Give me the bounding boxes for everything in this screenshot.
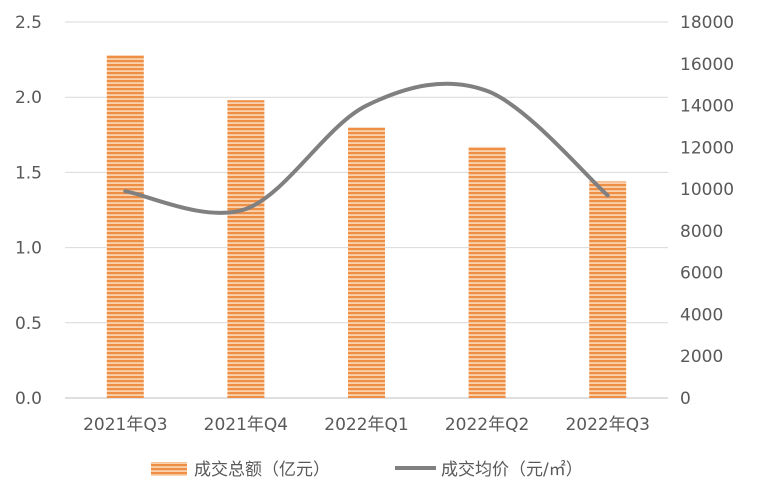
category-label: 2021年Q3	[83, 415, 167, 435]
bar	[589, 181, 627, 398]
left-tick-label: 2.5	[15, 13, 42, 33]
right-tick-label: 12000	[680, 138, 734, 158]
bar	[106, 55, 144, 398]
left-axis-ticks: 0.0 0.5 1.0 1.5 2.0 2.5	[15, 13, 42, 409]
bar-series	[106, 55, 627, 398]
right-tick-label: 16000	[680, 55, 734, 75]
category-label: 2022年Q3	[565, 415, 649, 435]
right-tick-label: 18000	[680, 13, 734, 33]
left-tick-label: 0.0	[15, 389, 42, 409]
legend-bar-swatch	[151, 462, 187, 476]
x-axis-labels: 2021年Q3 2021年Q4 2022年Q1 2022年Q2 2022年Q3	[83, 415, 650, 435]
right-tick-label: 10000	[680, 180, 734, 200]
left-tick-label: 1.0	[15, 239, 42, 259]
bar	[227, 100, 265, 398]
left-tick-label: 1.5	[15, 163, 42, 183]
right-tick-label: 8000	[680, 222, 723, 242]
bar	[348, 127, 385, 398]
right-tick-label: 14000	[680, 97, 734, 117]
right-tick-label: 6000	[680, 264, 723, 284]
right-axis-ticks: 0 2000 4000 6000 8000 10000 12000 14000 16000 180…	[680, 13, 734, 409]
legend-bar-label: 成交总额（亿元）	[194, 460, 330, 480]
legend: 成交总额（亿元） 成交均价（元/㎡）	[151, 460, 583, 480]
category-label: 2022年Q1	[324, 415, 408, 435]
category-label: 2022年Q2	[445, 415, 529, 435]
category-label: 2021年Q4	[204, 415, 288, 435]
line-series	[123, 81, 610, 215]
right-tick-label: 2000	[680, 347, 723, 367]
bar	[468, 146, 506, 398]
right-tick-label: 0	[680, 389, 691, 409]
legend-line-label: 成交均价（元/㎡）	[441, 460, 583, 480]
right-tick-label: 4000	[680, 305, 723, 325]
left-tick-label: 2.0	[15, 88, 42, 108]
left-tick-label: 0.5	[15, 314, 42, 334]
